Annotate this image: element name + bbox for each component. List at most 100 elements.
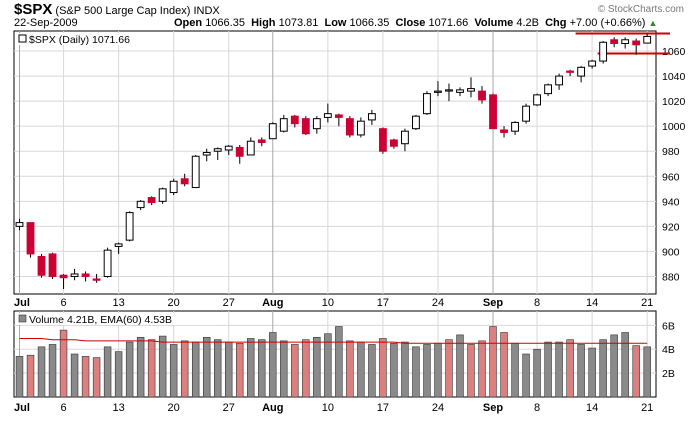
candle-body — [588, 60, 597, 67]
volume-bar — [533, 348, 541, 398]
volume-bar — [302, 339, 310, 398]
candle-body — [81, 273, 90, 277]
chart-title: $SPX (S&P 500 Large Cap Index) INDX — [14, 1, 220, 18]
candle-body — [103, 249, 112, 277]
candle-body — [632, 40, 641, 46]
candle-body — [147, 197, 156, 204]
legend-volume-icon — [18, 314, 27, 323]
watermark: © StockCharts.com — [597, 4, 684, 15]
candle-body — [169, 180, 178, 194]
volume-bar — [423, 344, 431, 398]
candle-body — [48, 253, 57, 277]
candle-body — [445, 89, 453, 92]
volume-bar — [202, 336, 211, 398]
quote-values: Open 1066.35 High 1073.81 Low 1066.35 Cl… — [174, 17, 657, 29]
volume-bar — [566, 339, 574, 398]
candle-body — [202, 151, 211, 156]
price-tick-label: 940 — [662, 196, 680, 208]
volume-bar — [544, 341, 552, 398]
candle-body — [378, 128, 387, 152]
price-x-label: 20 — [168, 297, 180, 309]
symbol: $SPX — [14, 1, 53, 18]
candle-body — [367, 113, 376, 121]
candle-body — [456, 89, 464, 93]
volume-x-label: Aug — [262, 402, 283, 414]
volume-bar — [180, 340, 189, 398]
volume-bar — [147, 339, 156, 398]
volume-bar — [214, 339, 222, 398]
price-x-label: 17 — [377, 297, 389, 309]
price-legend-bg — [16, 33, 162, 45]
volume-bar — [467, 344, 475, 398]
volume-bar — [632, 345, 640, 398]
volume-bar — [500, 332, 508, 398]
price-x-label: 24 — [432, 297, 444, 309]
volume-bar — [114, 351, 123, 398]
candle-body — [257, 139, 266, 143]
volume-value: 4.2B — [516, 17, 539, 29]
volume-bar — [280, 340, 288, 398]
volume-bar — [103, 346, 112, 398]
candle-body — [59, 274, 68, 279]
candle-body — [312, 118, 321, 130]
candle-body — [26, 222, 35, 255]
candle-body — [125, 212, 134, 241]
price-x-label: 10 — [322, 297, 334, 309]
volume-x-label: 20 — [168, 402, 180, 414]
price-tick-label: 960 — [662, 171, 680, 183]
volume-bar — [588, 347, 596, 398]
volume-x-label: Sep — [483, 402, 503, 414]
candle-body — [290, 115, 299, 125]
candle-body — [136, 200, 145, 209]
volume-bar — [346, 340, 354, 398]
candle-body — [301, 118, 310, 135]
volume-bar — [390, 342, 398, 398]
candle-body — [555, 75, 564, 86]
volume-tick-label: 4B — [662, 344, 675, 356]
volume-x-label: 8 — [534, 402, 540, 414]
candle-body — [412, 115, 420, 130]
index-name: (S&P 500 Large Cap Index) — [55, 5, 191, 17]
volume-bar — [158, 335, 167, 398]
volume-bar — [577, 344, 585, 398]
candle-body — [434, 90, 442, 93]
volume-bar — [335, 326, 343, 398]
volume-bar — [621, 332, 629, 398]
candle-body — [213, 148, 222, 152]
price-tick-label: 980 — [662, 146, 680, 158]
candle-body — [390, 139, 398, 147]
volume-bar — [59, 329, 68, 398]
volume-bar — [81, 356, 90, 398]
candle-body — [70, 273, 79, 277]
candle-body — [114, 243, 123, 247]
volume-bar — [48, 344, 57, 398]
up-arrow-icon: ▲ — [648, 18, 658, 28]
candle-body — [599, 41, 608, 62]
volume-x-label: 13 — [112, 402, 124, 414]
candle-body — [279, 118, 288, 132]
volume-bar — [555, 341, 563, 398]
volume-bar — [368, 344, 376, 398]
open-label: Open — [174, 17, 203, 29]
volume-x-label: 27 — [223, 402, 235, 414]
low-label: Low — [324, 17, 347, 29]
volume-bar — [70, 353, 79, 398]
candle-body — [356, 120, 365, 136]
price-tick-label: 880 — [662, 271, 680, 283]
volume-bar — [313, 336, 321, 398]
volume-bar — [236, 342, 244, 398]
candle-body — [577, 66, 586, 77]
price-x-label: Sep — [483, 297, 503, 309]
volume-bar — [610, 334, 618, 398]
candle-body — [500, 129, 508, 133]
volume-bar — [291, 344, 299, 398]
candle-body — [522, 105, 530, 122]
volume-pane: 2B 4B 6B Volume 4.21B, EMA(60) 4.53B — [13, 310, 675, 398]
chg-value: +7.00 (+0.66%) — [569, 17, 646, 29]
candle-body — [180, 178, 189, 185]
chg-label: Chg — [545, 17, 567, 29]
candle-body — [191, 155, 200, 189]
price-x-label: 8 — [534, 297, 540, 309]
close-value: 1071.66 — [428, 17, 469, 29]
